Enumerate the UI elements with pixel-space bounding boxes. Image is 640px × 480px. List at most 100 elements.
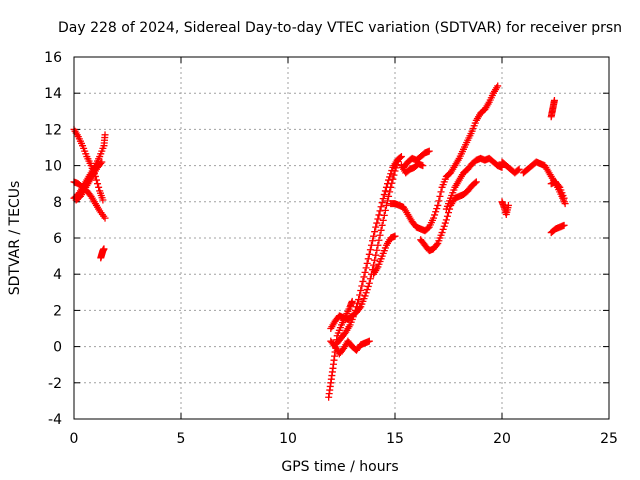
data-point — [432, 208, 440, 216]
data-point — [514, 166, 522, 174]
data-point — [377, 203, 385, 211]
data-point — [366, 275, 374, 283]
data-point — [365, 250, 373, 258]
data-point — [366, 246, 374, 254]
y-axis-label: SDTVAR / TECUs — [7, 181, 23, 296]
data-point — [376, 207, 384, 215]
data-point — [385, 192, 393, 200]
data-point — [387, 170, 395, 178]
data-point — [373, 246, 381, 254]
data-point — [371, 228, 379, 236]
data-point — [354, 299, 362, 307]
data-point — [471, 179, 479, 187]
data-point — [434, 201, 442, 209]
data-point — [441, 219, 449, 227]
data-point — [386, 188, 394, 196]
data-point — [550, 96, 558, 104]
data-point — [397, 153, 405, 161]
data-point — [375, 236, 383, 244]
data-point — [380, 191, 388, 199]
data-point — [94, 180, 102, 188]
data-point — [364, 282, 372, 290]
data-point — [435, 197, 443, 205]
data-point — [360, 273, 368, 281]
data-point — [361, 292, 369, 300]
data-point — [560, 221, 568, 229]
data-point — [425, 147, 433, 155]
data-point — [472, 178, 480, 186]
data-point — [361, 268, 369, 276]
data-point — [363, 286, 371, 294]
data-point — [375, 211, 383, 219]
data-point — [379, 195, 387, 203]
data-point — [95, 183, 103, 191]
data-point — [371, 256, 379, 264]
data-point — [97, 159, 105, 167]
data-point — [99, 196, 107, 204]
y-tick-label: 6 — [53, 231, 62, 247]
data-point — [374, 241, 382, 249]
data-point — [98, 158, 106, 166]
data-point — [359, 277, 367, 285]
y-tick-label: -4 — [48, 412, 62, 428]
data-point — [379, 216, 387, 224]
chart-title: Day 228 of 2024, Sidereal Day-to-day VTE… — [58, 20, 622, 36]
data-point — [396, 153, 404, 161]
x-tick-label: 20 — [493, 431, 511, 447]
data-point — [381, 187, 389, 195]
data-point — [356, 304, 364, 312]
y-tick-label: 4 — [53, 267, 62, 283]
grid — [74, 57, 609, 419]
data-point — [504, 201, 512, 209]
data-point — [388, 167, 396, 175]
data-point — [364, 255, 372, 263]
data-point — [92, 176, 100, 184]
y-tick-label: 0 — [53, 340, 62, 356]
data-point — [385, 176, 393, 184]
x-axis-label: GPS time / hours — [281, 459, 398, 475]
data-point — [373, 219, 381, 227]
data-point — [386, 173, 394, 181]
data-point — [555, 182, 563, 190]
data-point — [439, 225, 447, 233]
data-point — [515, 165, 523, 173]
data-point — [431, 211, 439, 219]
y-tick-label: -2 — [48, 376, 62, 392]
data-point — [433, 241, 441, 249]
y-tick-label: 14 — [44, 86, 62, 102]
data-point — [384, 180, 392, 188]
data-point — [561, 200, 569, 208]
data-point — [362, 264, 370, 272]
y-tick-label: 2 — [53, 303, 62, 319]
data-point — [382, 201, 390, 209]
data-point — [101, 214, 109, 222]
data-point — [390, 171, 398, 179]
data-point — [101, 131, 109, 139]
data-point — [363, 259, 371, 267]
data-point — [436, 192, 444, 200]
data-point — [369, 237, 377, 245]
data-point — [348, 297, 356, 305]
data-point — [372, 223, 380, 231]
data-point — [355, 296, 363, 304]
data-point — [365, 279, 373, 287]
data-point — [372, 251, 380, 259]
data-point — [100, 245, 108, 253]
data-point — [382, 183, 390, 191]
data-point — [370, 261, 378, 269]
x-tick-label: 0 — [70, 431, 79, 447]
y-tick-label: 16 — [44, 50, 62, 66]
data-point — [445, 209, 452, 217]
data-point — [378, 221, 386, 229]
data-point — [440, 222, 448, 230]
data-point — [376, 231, 384, 239]
data-point — [374, 215, 382, 223]
data-point — [352, 303, 360, 311]
data-point — [358, 282, 366, 290]
x-tick-label: 5 — [177, 431, 186, 447]
x-tick-label: 10 — [279, 431, 297, 447]
data-point — [433, 205, 441, 213]
data-point — [356, 291, 364, 299]
y-tick-label: 8 — [53, 195, 62, 211]
